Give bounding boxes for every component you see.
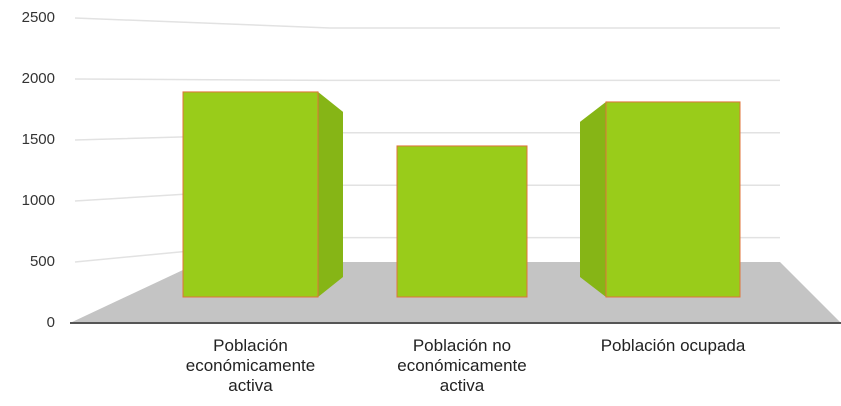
- y-tick-label: 500: [30, 253, 55, 270]
- grid-line: [74, 17, 780, 29]
- y-tick-label: 2500: [22, 9, 55, 26]
- x-tick-label: Población no económicamente activa: [397, 336, 527, 395]
- bar: [182, 91, 319, 298]
- bar-side: [318, 91, 343, 297]
- x-tick-label: Población ocupada: [600, 336, 746, 355]
- y-tick-label: 1500: [22, 131, 55, 148]
- bar: [605, 101, 741, 298]
- x-tick-label: Población económicamente activa: [185, 336, 316, 395]
- grid-line: [74, 78, 780, 82]
- y-tick-label: 1000: [22, 192, 55, 209]
- y-tick-label: 0: [47, 314, 55, 331]
- bar-side: [580, 101, 606, 297]
- bar: [396, 145, 528, 298]
- y-tick-label: 2000: [22, 70, 55, 87]
